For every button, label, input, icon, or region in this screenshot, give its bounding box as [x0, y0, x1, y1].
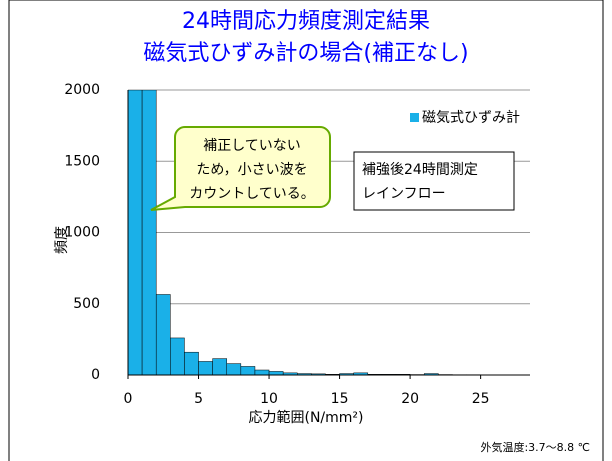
x-axis-label: 応力範囲(N/mm²) — [248, 409, 363, 426]
y-tick-label: 1500 — [64, 153, 100, 169]
bar — [198, 361, 213, 375]
x-tick-label: 25 — [472, 391, 490, 407]
legend-swatch — [410, 113, 419, 122]
chart-title: 磁気式ひずみ計の場合(補正なし) — [143, 41, 468, 66]
y-tick-label: 500 — [73, 296, 100, 312]
bar — [240, 366, 256, 375]
bar — [128, 90, 143, 375]
bar — [268, 371, 284, 375]
bar — [155, 294, 171, 375]
bar — [141, 90, 157, 375]
bar — [226, 363, 242, 375]
note-box — [353, 151, 515, 211]
x-tick-label: 10 — [260, 391, 278, 407]
y-tick-label: 0 — [91, 367, 100, 383]
callout-text: ため，小さい波を — [196, 162, 307, 178]
callout-text: 補正していない — [203, 138, 301, 154]
legend-label: 磁気式ひずみ計 — [422, 110, 520, 126]
bar — [184, 351, 199, 375]
bar — [212, 358, 227, 375]
x-tick-label: 5 — [194, 391, 203, 407]
y-tick-label: 2000 — [64, 82, 100, 98]
y-axis-label: 頻度 — [54, 226, 70, 254]
x-tick-label: 20 — [401, 391, 419, 407]
footer: 外気温度:3.7～8.8 ℃ — [480, 440, 590, 454]
x-tick-label: 15 — [331, 391, 349, 407]
callout-text: カウントしている。 — [189, 186, 315, 202]
bar — [254, 369, 270, 375]
bars — [128, 90, 524, 375]
bar — [423, 373, 439, 375]
chart-title: 24時間応力頻度測定結果 — [182, 9, 430, 34]
y-tick-label: 1000 — [64, 225, 100, 241]
callout-bubble — [150, 126, 331, 211]
note-text: レインフロー — [362, 186, 446, 202]
note-text: 補強後24時間測定 — [362, 162, 478, 178]
overlay: 補正していない ため，小さい波を カウントしている。 補強後24時間測定 レイン… — [150, 126, 515, 211]
frame — [8, 0, 604, 461]
x-tick-label: 0 — [124, 391, 133, 407]
bar — [170, 337, 185, 375]
